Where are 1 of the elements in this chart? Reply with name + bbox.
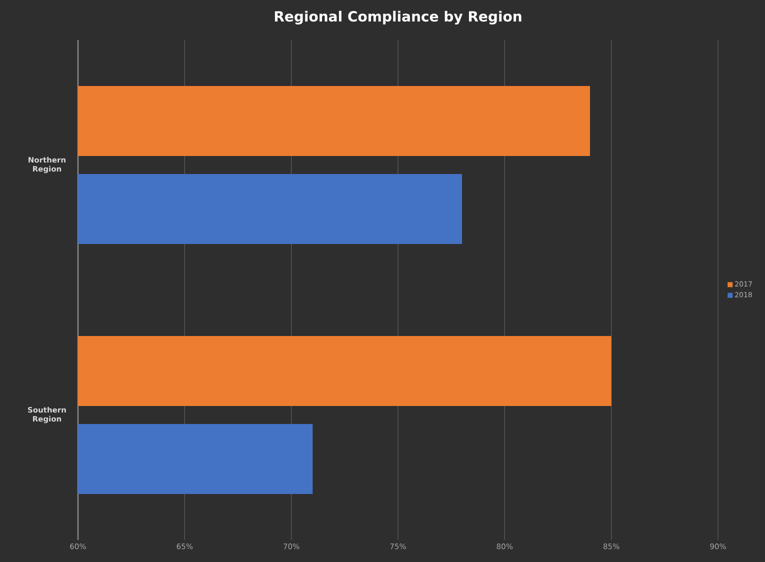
chart-title: Regional Compliance by Region — [274, 10, 522, 24]
